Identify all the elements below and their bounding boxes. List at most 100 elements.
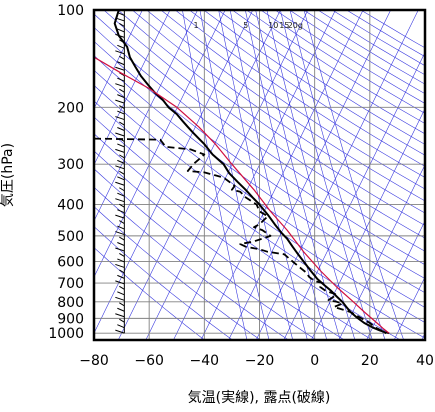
isotherm-line [94, 10, 226, 278]
wind-barb [115, 148, 125, 153]
wind-barb [117, 324, 125, 329]
y-axis-title: 気圧(hPa) [0, 143, 16, 207]
wind-barb [119, 236, 125, 241]
dry-adiabat-line [274, 10, 425, 104]
wind-barb [115, 329, 125, 334]
dry-adiabat-line [94, 100, 425, 339]
y-tick-label: 900 [57, 311, 84, 327]
wind-barb [119, 302, 125, 307]
mixing-ratio-line [245, 10, 328, 340]
dry-adiabat-line [232, 10, 425, 135]
dry-adiabat-line [94, 150, 345, 340]
isotherm-line [393, 276, 425, 340]
dry-adiabat-line [94, 247, 205, 340]
x-tick-label: 40 [416, 353, 434, 369]
isotherm-line [283, 51, 425, 340]
dry-adiabat-line [94, 168, 317, 340]
dry-adiabat-line [217, 10, 425, 145]
isotherm-line [173, 10, 336, 340]
wind-barb [119, 23, 125, 27]
dry-adiabat-line [94, 116, 401, 340]
mixing-ratio-label: 1 [194, 21, 199, 30]
x-tick-label: −80 [79, 353, 109, 369]
wind-barb [119, 55, 125, 60]
y-tick-label: 200 [57, 100, 84, 116]
wind-barb [119, 318, 125, 323]
wind-barb [117, 258, 125, 263]
wind-barb [119, 187, 125, 192]
isotherm-line [94, 10, 198, 222]
wind-barb [117, 143, 125, 148]
wind-barb [117, 127, 125, 131]
background-lines [94, 10, 425, 340]
dry-adiabat-line [94, 40, 425, 279]
wind-barb [115, 116, 125, 121]
mixing-ratio-line [218, 10, 293, 340]
wind-barb [115, 181, 125, 186]
isotherm-line [94, 10, 171, 166]
wind-barb [119, 170, 125, 175]
x-tick-label: −20 [245, 353, 275, 369]
wind-barb [119, 285, 125, 290]
mixing-ratio-line [182, 10, 248, 340]
mixing-ratio-line [255, 10, 341, 340]
isotherm-line [228, 10, 391, 340]
y-tick-label: 100 [57, 3, 84, 19]
mixing-ratio-line [199, 10, 270, 340]
dry-adiabat-line [189, 10, 425, 167]
y-tick-label: 400 [57, 198, 84, 214]
y-tick-label: 800 [57, 295, 84, 311]
x-tick-label: 0 [310, 353, 319, 369]
wind-barb [115, 263, 125, 268]
wind-barb [119, 269, 125, 274]
wind-barb [117, 77, 125, 82]
isotherm-line [338, 164, 425, 340]
dry-adiabat-line [94, 226, 233, 340]
x-tick-label: 20 [361, 353, 379, 369]
mixing-ratio-line [266, 10, 356, 340]
isotherm-line [311, 108, 425, 340]
dry-adiabat-line [94, 69, 425, 308]
wind-barb [115, 99, 125, 104]
grid [94, 10, 425, 340]
wind-barb [115, 313, 125, 318]
wind-barb [117, 209, 125, 214]
wind-barb [117, 274, 125, 279]
dry-adiabat-line [203, 10, 425, 156]
dry-adiabat-line [160, 10, 425, 190]
wind-barb [119, 121, 125, 126]
dry-adiabat-line [94, 26, 425, 266]
mixing-ratio-label: 10 [268, 21, 278, 30]
wind-barb [115, 66, 125, 71]
dry-adiabat-line [175, 10, 425, 178]
mixing-ratio-line [303, 10, 404, 340]
y-tick-label: 300 [57, 157, 84, 173]
dry-adiabat-line [117, 10, 425, 226]
isotherm-line [117, 10, 281, 340]
dry-adiabat-line [94, 186, 289, 340]
wind-barb [117, 192, 125, 197]
wind-barb [117, 242, 125, 246]
wind-barb [115, 214, 125, 219]
wind-barb [115, 132, 125, 137]
dry-adiabat-line [103, 10, 425, 239]
wind-barb [119, 220, 125, 225]
wind-barb [117, 110, 125, 115]
temperature-line [113, 10, 387, 335]
x-tick-label: −60 [134, 353, 164, 369]
wind-barb [117, 61, 125, 66]
isotherm-line [366, 220, 425, 340]
mixing-ratio-label: 5 [243, 21, 248, 30]
wind-barb [119, 253, 125, 257]
wind-barb [115, 231, 125, 236]
wind-barb [119, 105, 125, 110]
wind-barb [119, 72, 125, 77]
dry-adiabat-line [94, 13, 425, 252]
wind-barb [117, 307, 125, 312]
dewpoint-line [94, 137, 390, 335]
mixing-ratio-label: 15 [279, 21, 289, 30]
x-tick-label: −40 [190, 353, 220, 369]
wind-barb [117, 291, 125, 296]
wind-barb [115, 198, 125, 203]
